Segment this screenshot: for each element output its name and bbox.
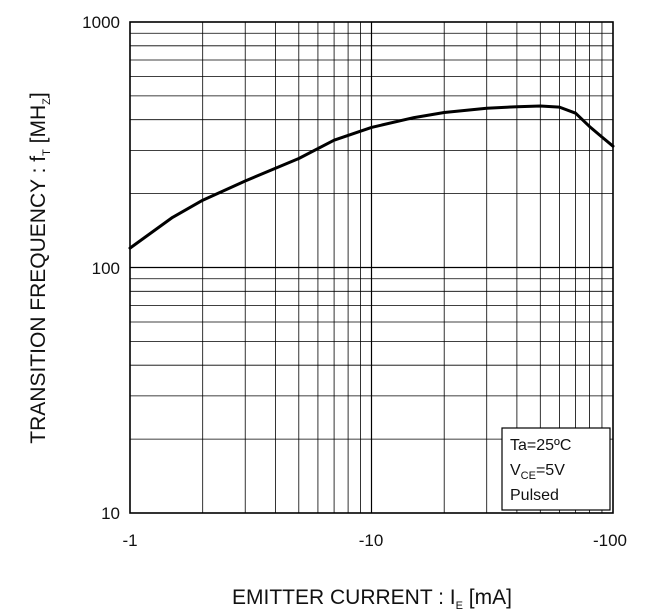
x-tick-label-10: -10 <box>359 531 384 550</box>
annotation-line-2-rest: =5V <box>536 462 565 479</box>
y-axis-title-main: TRANSITION FREQUENCY : f <box>27 156 50 444</box>
y-tick-label-100: 100 <box>92 259 120 278</box>
annotation-line-3: Pulsed <box>510 487 559 504</box>
y-axis-title-unit-close: ] <box>27 92 50 98</box>
x-tick-label-1: -1 <box>122 531 137 550</box>
series-line <box>128 104 615 250</box>
plot-frame <box>129 21 614 514</box>
annotation-line-1: Ta=25ºC <box>510 437 571 454</box>
y-tick-label-1000: 1000 <box>82 13 120 32</box>
annotation-line-2-sub: CE <box>521 470 536 482</box>
x-tick-label-100: -100 <box>593 531 627 550</box>
y-axis-title-unit-open: [MH <box>27 105 50 149</box>
x-axis-title: EMITTER CURRENT : IE [mA] <box>232 586 512 612</box>
x-axis-title-unit: [mA] <box>463 586 512 609</box>
annotation-frame <box>501 427 611 511</box>
x-axis-title-sub: E <box>456 600 463 612</box>
annotation-box: Ta=25ºC VCE=5V Pulsed <box>501 427 611 511</box>
y-tick-label-10: 10 <box>101 504 120 523</box>
x-axis-title-main: EMITTER CURRENT : I <box>232 586 456 609</box>
annotation-line-2-main: V <box>510 462 521 479</box>
y-axis-title-sub: T <box>41 149 53 156</box>
y-axis-title: TRANSITION FREQUENCY : fT [MHZ] <box>27 92 53 443</box>
y-axis-title-unit-sub: Z <box>41 98 53 105</box>
annotation-line-2: VCE=5V <box>510 462 565 482</box>
